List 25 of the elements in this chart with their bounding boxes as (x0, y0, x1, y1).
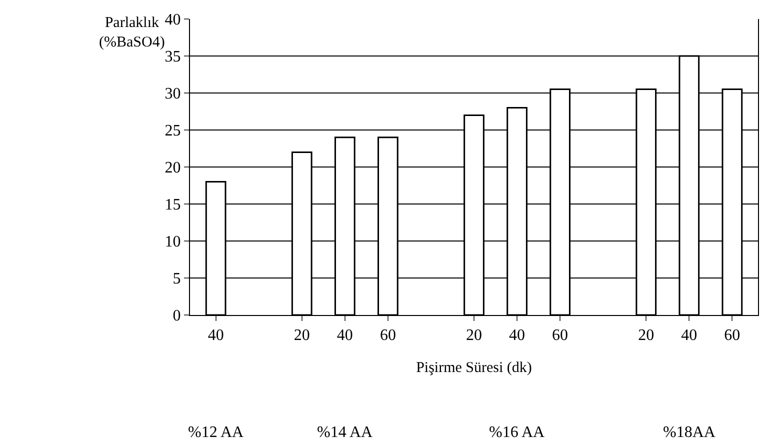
x-tick-label: 40 (681, 327, 698, 344)
y-tick-label: 5 (172, 270, 181, 288)
x-tick-label: 40 (336, 327, 353, 344)
y-tick-label: 40 (164, 12, 181, 29)
text: %12 AA (188, 424, 244, 441)
x-tick-label: 60 (380, 327, 396, 344)
x-tick-label: 40 (208, 327, 224, 344)
text: %18AA (663, 424, 716, 441)
y-tick-label: 30 (164, 86, 181, 103)
y-axis-title: Parlaklık (%BaSO4) (99, 15, 165, 50)
y-tick-label: 10 (164, 234, 181, 251)
x-tick-label: 20 (466, 327, 482, 344)
y-tick-label: 15 (164, 196, 181, 214)
text: %16 AA (489, 424, 545, 441)
y-tick-label: 25 (164, 122, 181, 140)
x-tick-label: 20 (638, 327, 654, 344)
y-tick-label: 0 (172, 308, 181, 325)
x-tick-label: 20 (294, 327, 310, 344)
y-tick-label: 20 (164, 160, 181, 177)
x-tick-label: 60 (552, 327, 568, 344)
x-tick-label: 60 (724, 327, 740, 344)
text: %14 AA (317, 424, 373, 441)
x-axis-title: Pişirme Süresi (dk) (416, 360, 532, 376)
y-tick-label: 35 (164, 48, 181, 66)
x-tick-label: 40 (509, 327, 526, 344)
